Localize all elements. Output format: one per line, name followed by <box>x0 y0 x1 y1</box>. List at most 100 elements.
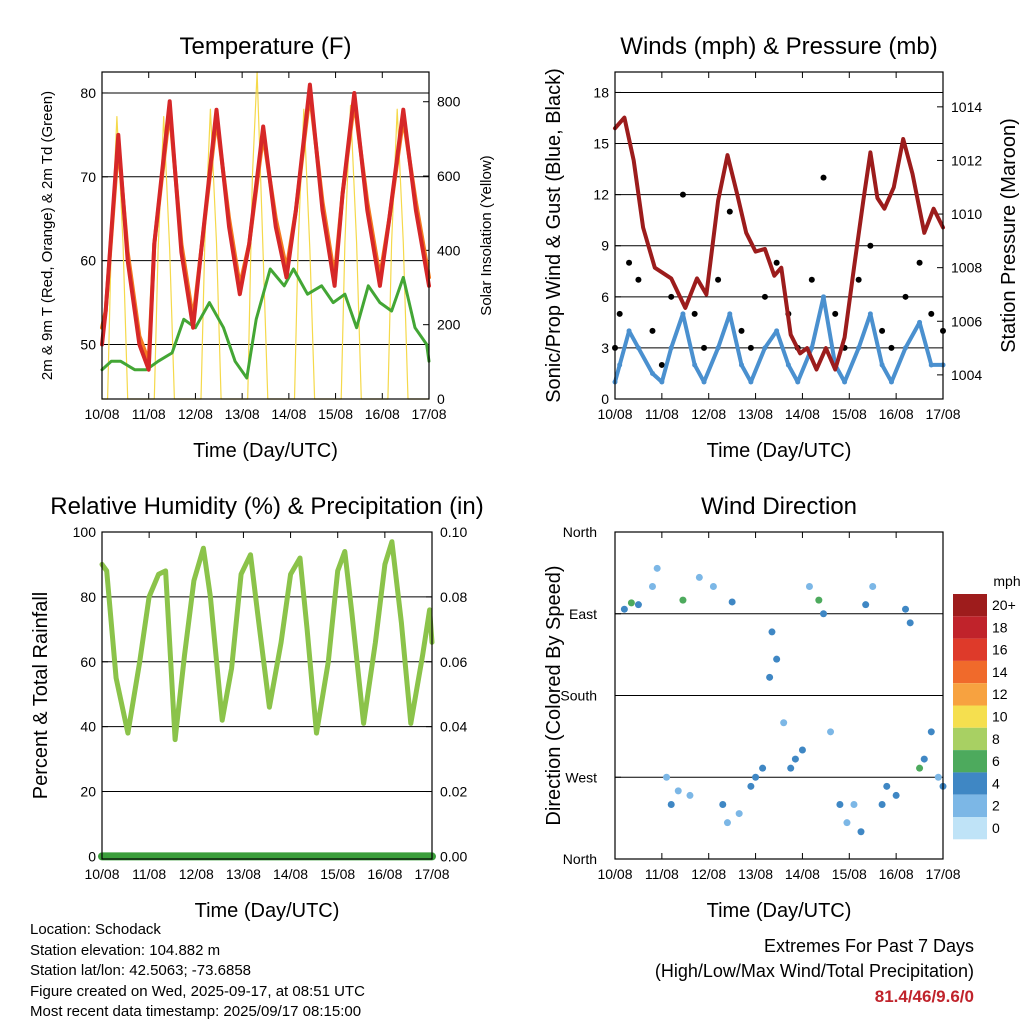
direction-point <box>648 583 656 590</box>
winds-y2tick-label: 1006 <box>951 313 982 329</box>
location-text: Location: Schodack <box>30 921 161 938</box>
direction-point <box>850 801 858 808</box>
winds-title: Winds (mph) & Pressure (mb) <box>620 33 937 60</box>
winds-xtick-label: 12/08 <box>691 406 726 422</box>
wind-point <box>842 379 848 385</box>
gust-point <box>726 208 733 215</box>
recent-text: Most recent data timestamp: 2025/09/17 0… <box>30 1003 362 1020</box>
colorbar-label: 6 <box>992 753 1000 769</box>
wind-point <box>727 311 733 317</box>
gust-point <box>902 293 909 300</box>
winds-xtick-label: 16/08 <box>879 406 914 422</box>
direction-point <box>883 782 891 790</box>
direction-point <box>735 810 743 818</box>
colorbar-swatch <box>953 638 987 661</box>
humidity-xtick-label: 10/08 <box>84 866 119 882</box>
winds-y2tick-label: 1008 <box>951 260 982 276</box>
direction-point <box>679 596 687 604</box>
wind-point <box>680 311 686 317</box>
direction-point <box>766 673 774 681</box>
direction-point <box>878 801 886 808</box>
winds-ytick-label: 9 <box>601 238 609 254</box>
wind-point <box>856 345 862 351</box>
colorbar-label: 14 <box>992 664 1008 680</box>
direction-point <box>747 782 755 790</box>
colorbar-swatch <box>953 772 987 795</box>
temperature-xtick-label: 10/08 <box>84 406 119 422</box>
winds-ytick-label: 18 <box>593 84 609 100</box>
temperature-xtick-label: 13/08 <box>225 406 260 422</box>
wind-point <box>649 370 655 376</box>
wind-point <box>903 345 909 351</box>
winds-xtick-label: 14/08 <box>785 406 820 422</box>
wind-point <box>692 362 698 368</box>
wind-point <box>795 379 801 385</box>
wind-point <box>809 345 815 351</box>
temperature-series-green <box>100 267 431 380</box>
wind-point <box>821 294 827 300</box>
direction-point <box>869 583 877 590</box>
direction-ytick-label: North <box>563 524 597 540</box>
humidity-xtick-label: 15/08 <box>320 866 355 882</box>
gust-point <box>916 259 923 266</box>
humidity-y2tick-label: 0.06 <box>440 654 467 670</box>
gust-point <box>738 327 745 334</box>
colorbar-label: 12 <box>992 686 1008 702</box>
direction-point <box>791 755 799 763</box>
direction-point <box>862 601 870 609</box>
humidity-y2tick-label: 0.02 <box>440 784 467 800</box>
direction-point <box>920 755 928 763</box>
gust-point <box>761 293 768 300</box>
created-text: Figure created on Wed, 2025-09-17, at 08… <box>30 982 365 1000</box>
temperature-y2tick-label: 800 <box>437 94 461 110</box>
winds-ylabel: Sonic/Prop Wind & Gust (Blue, Black) <box>543 68 565 403</box>
direction-point <box>719 801 727 808</box>
temperature-xtick-label: 17/08 <box>411 406 446 422</box>
gust-point <box>747 344 754 351</box>
direction-point <box>634 601 642 609</box>
winds-chart: Winds (mph) & Pressure (mb) Time (Day/UTC… <box>543 33 1020 462</box>
colorbar-swatch <box>953 616 987 639</box>
direction-point <box>805 583 813 590</box>
winds-xtick-label: 10/08 <box>597 406 632 422</box>
humidity-y2tick-label: 0.00 <box>440 848 467 864</box>
direction-point <box>815 596 823 604</box>
direction-xtick-label: 14/08 <box>785 866 820 882</box>
direction-title: Wind Direction <box>701 493 857 520</box>
pressure-series <box>613 115 945 372</box>
winds-y2tick-label: 1012 <box>951 152 982 168</box>
wind-point <box>635 345 641 351</box>
direction-point <box>906 619 914 627</box>
direction-point <box>934 773 942 781</box>
colorbar-unit: mph <box>993 573 1020 589</box>
direction-xtick-label: 13/08 <box>738 866 773 882</box>
gust-point <box>773 259 780 266</box>
colorbar-swatch <box>953 660 987 684</box>
temperature-frame <box>101 71 430 400</box>
humidity-frame <box>101 531 433 860</box>
direction-ytick-label: South <box>560 688 597 704</box>
winds-ytick-label: 3 <box>601 340 609 356</box>
direction-ytick-label: East <box>569 606 597 622</box>
direction-point <box>773 655 781 663</box>
humidity-xtick-label: 16/08 <box>367 866 402 882</box>
direction-point <box>663 773 671 781</box>
extremes-subtitle: (High/Low/Max Wind/Total Precipitation) <box>654 961 974 981</box>
humidity-ytick-label: 40 <box>80 719 96 735</box>
latlon-text: Station lat/lon: 42.5063; -73.6858 <box>30 962 252 979</box>
direction-point <box>768 628 776 636</box>
wind-series <box>613 294 945 384</box>
colorbar-swatch <box>953 750 987 773</box>
direction-xtick-label: 16/08 <box>879 866 914 882</box>
direction-xlabel: Time (Day/UTC) <box>707 900 852 922</box>
wind-point <box>917 319 923 325</box>
colorbar-label: 2 <box>992 798 1000 814</box>
colorbar-swatch <box>953 817 987 840</box>
extremes-box: Extremes For Past 7 Days (High/Low/Max W… <box>655 934 974 1009</box>
direction-ytick-label: West <box>565 769 597 785</box>
direction-chart: Wind Direction Time (Day/UTC) Direction (C… <box>543 493 1021 922</box>
direction-xtick-label: 17/08 <box>925 866 960 882</box>
winds-ytick-label: 0 <box>601 391 609 407</box>
direction-point <box>820 610 828 618</box>
direction-point <box>709 583 717 590</box>
